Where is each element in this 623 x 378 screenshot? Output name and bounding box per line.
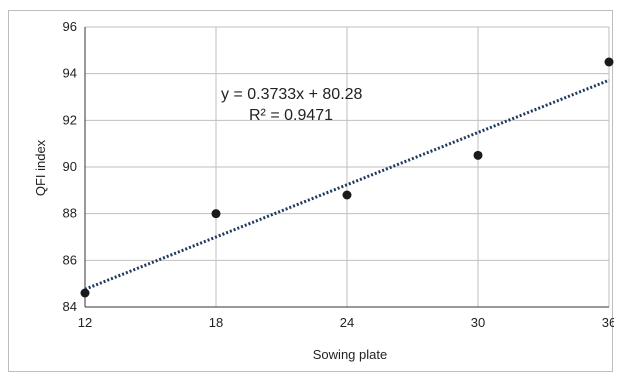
chart-frame: 12 18 24 30 36 84 86 88 90 92 94 96 y = 0.3733x + … xyxy=(8,10,614,372)
y-tick-label: 96 xyxy=(63,19,77,34)
data-point xyxy=(80,288,90,298)
x-tick-label: 36 xyxy=(602,315,614,330)
x-tick-label: 18 xyxy=(209,315,223,330)
x-tick-label: 12 xyxy=(78,315,92,330)
y-tick-label: 86 xyxy=(63,252,77,267)
y-tick-label: 88 xyxy=(63,206,77,221)
y-tick-label: 84 xyxy=(63,299,77,314)
data-point xyxy=(211,209,221,219)
x-tick-label: 30 xyxy=(471,315,485,330)
data-points xyxy=(80,57,614,298)
trendline-r2: R² = 0.9471 xyxy=(249,107,333,124)
x-tick-label: 24 xyxy=(340,315,354,330)
y-tick-label: 90 xyxy=(63,159,77,174)
data-point xyxy=(342,190,352,200)
scatter-chart: 12 18 24 30 36 84 86 88 90 92 94 96 y = 0.3733x + … xyxy=(33,19,614,362)
y-tick-label: 94 xyxy=(63,66,77,81)
y-tick-labels: 84 86 88 90 92 94 96 xyxy=(63,19,77,314)
grid-lines xyxy=(84,26,610,308)
x-tick-labels: 12 18 24 30 36 xyxy=(78,315,614,330)
y-tick-label: 92 xyxy=(63,112,77,127)
axes xyxy=(84,27,609,308)
y-axis-title: QFI index xyxy=(33,139,48,196)
data-point xyxy=(604,57,614,67)
data-point xyxy=(473,150,483,160)
trendline-equation: y = 0.3733x + 80.28 xyxy=(221,86,363,103)
x-axis-title: Sowing plate xyxy=(313,347,387,362)
